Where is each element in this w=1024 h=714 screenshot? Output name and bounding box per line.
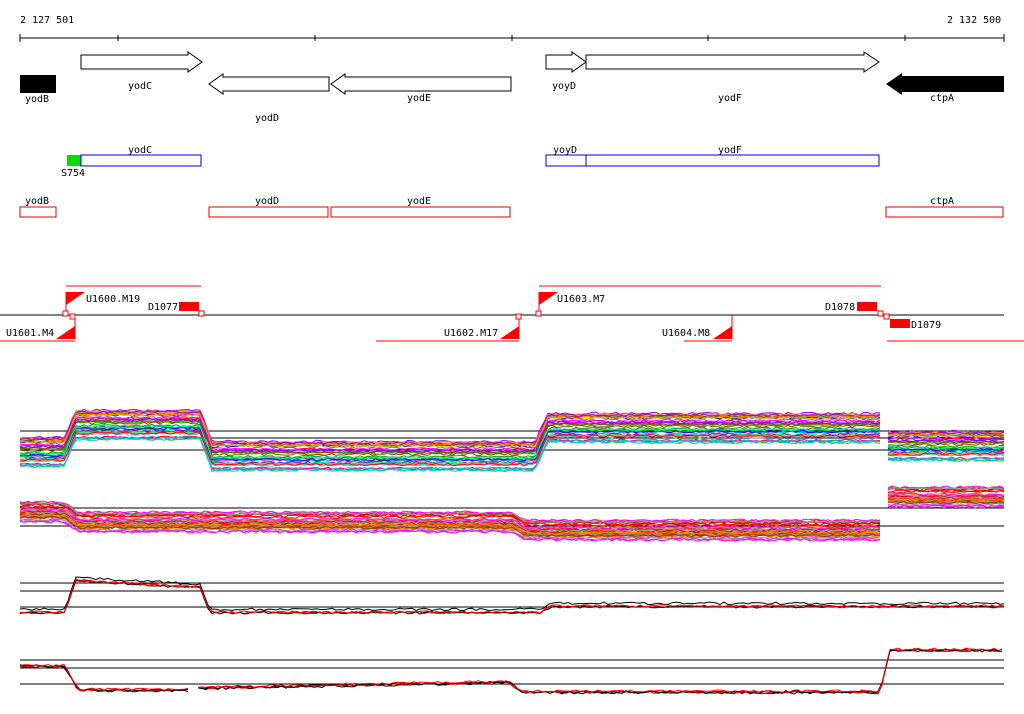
ruler-start-label: 2 127 501 bbox=[20, 15, 74, 26]
gene-label-ctpA: ctpA bbox=[930, 93, 954, 104]
upstream-label-U1601-M4: U1601.M4 bbox=[6, 328, 54, 339]
red-label-yodD: yodD bbox=[255, 196, 279, 207]
downstream-label-D1077: D1077 bbox=[148, 302, 178, 313]
transcript-box-yodC[interactable] bbox=[80, 154, 202, 167]
downstream-label-D1078: D1078 bbox=[825, 302, 855, 313]
transcript-box-yodB[interactable] bbox=[19, 206, 57, 218]
red-label-ctpA: ctpA bbox=[930, 196, 954, 207]
gene-arrow-yodD[interactable]: yodD bbox=[208, 73, 330, 124]
gene-arrow-ctpA[interactable]: ctpA bbox=[886, 73, 1004, 104]
upstream-site-U1603-M7[interactable]: U1603.M7 bbox=[538, 292, 605, 315]
upstream-label-U1600-M19: U1600.M19 bbox=[86, 294, 140, 305]
transcript-label-yodC: yodC bbox=[128, 145, 152, 156]
transcript-box-yodF[interactable] bbox=[585, 154, 880, 167]
gene-label-yodE: yodE bbox=[407, 93, 431, 104]
transcript-box-yodD[interactable] bbox=[208, 206, 329, 218]
regulatory-track: U1600.M19 U1603.M7 U1601.M4 U1602.M17 U1 bbox=[0, 285, 1024, 342]
gene-label-yodF: yodF bbox=[718, 93, 742, 104]
expression-panel-3 bbox=[19, 576, 1005, 615]
gene-label-yodC: yodC bbox=[128, 81, 152, 92]
upstream-label-U1602-M17: U1602.M17 bbox=[444, 328, 498, 339]
transcript-label-yoyD: yoyD bbox=[553, 145, 577, 156]
upstream-label-U1603-M7: U1603.M7 bbox=[557, 294, 605, 305]
gene-label-yoyD: yoyD bbox=[552, 81, 576, 92]
expression-panel-2 bbox=[19, 485, 1005, 542]
gene-arrow-track: yodB yodC yodD yodE yoyD yodF bbox=[20, 51, 1004, 124]
gene-label-yodD: yodD bbox=[255, 113, 279, 124]
coordinate-ruler: 2 127 501 2 132 500 bbox=[19, 15, 1005, 42]
transcript-box-yodE[interactable] bbox=[330, 206, 511, 218]
gene-arrow-yodC[interactable]: yodC bbox=[80, 51, 203, 92]
downstream-site-D1079[interactable]: D1079 bbox=[890, 319, 941, 331]
upstream-site-U1600-M19[interactable]: U1600.M19 bbox=[65, 292, 140, 315]
expression-panel-1 bbox=[19, 408, 1005, 473]
downstream-label-D1079: D1079 bbox=[911, 320, 941, 331]
upstream-site-U1602-M17[interactable]: U1602.M17 bbox=[444, 315, 520, 339]
upstream-label-U1604-M8: U1604.M8 bbox=[662, 328, 710, 339]
gene-arrow-yodE[interactable]: yodE bbox=[330, 73, 512, 104]
upstream-site-U1601-M4[interactable]: U1601.M4 bbox=[6, 315, 76, 339]
downstream-site-D1078[interactable]: D1078 bbox=[825, 302, 877, 313]
transcript-box-yoyD[interactable] bbox=[545, 154, 587, 167]
gene-arrow-yoyD[interactable]: yoyD bbox=[545, 51, 587, 92]
expression-panel-4 bbox=[19, 647, 1004, 695]
gene-arrow-yodF[interactable]: yodF bbox=[585, 51, 880, 104]
sigma-site-label: S754 bbox=[61, 168, 85, 179]
gene-arrow-yodB[interactable]: yodB bbox=[20, 75, 56, 105]
red-label-yodE: yodE bbox=[407, 196, 431, 207]
red-transcript-track: yodB yodD yodE ctpA bbox=[19, 196, 1004, 218]
expression-panels bbox=[19, 408, 1005, 695]
transcript-box-ctpA[interactable] bbox=[885, 206, 1004, 218]
sigma-site-marker[interactable] bbox=[67, 155, 81, 166]
red-label-yodB: yodB bbox=[25, 196, 49, 207]
ruler-end-label: 2 132 500 bbox=[947, 15, 1001, 26]
transcript-label-yodF: yodF bbox=[718, 145, 742, 156]
gene-label-yodB: yodB bbox=[25, 94, 49, 105]
blue-transcript-track: S754 yodC yoyD yodF bbox=[61, 145, 880, 179]
upstream-site-U1604-M8[interactable]: U1604.M8 bbox=[662, 315, 733, 339]
downstream-site-D1077[interactable]: D1077 bbox=[148, 302, 199, 313]
